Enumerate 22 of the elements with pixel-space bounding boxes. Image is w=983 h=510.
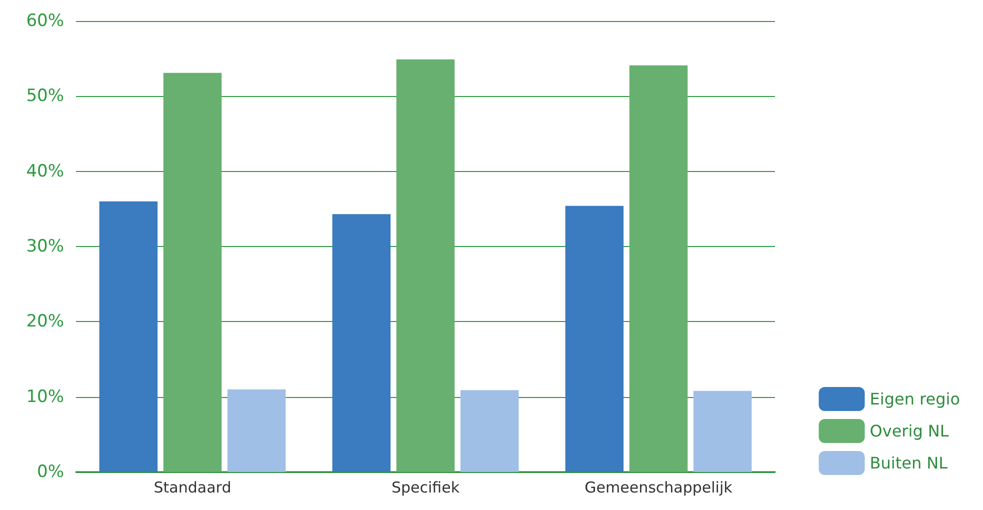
legend-label: Overig NL — [870, 422, 949, 440]
y-tick-label: 30% — [26, 236, 64, 256]
bar — [460, 390, 519, 472]
y-tick-label: 0% — [37, 462, 64, 482]
legend-label: Eigen regio — [870, 390, 960, 408]
y-tick-label: 50% — [26, 86, 64, 106]
x-tick-label: Gemeenschappelijk — [584, 478, 733, 496]
x-tick-label: Specifiek — [391, 478, 460, 496]
bar — [227, 389, 286, 472]
bar — [332, 214, 391, 472]
y-tick-label: 20% — [26, 312, 64, 332]
bar — [396, 59, 455, 472]
x-tick-label: Standaard — [154, 478, 232, 496]
y-tick-label: 10% — [26, 386, 64, 407]
bar — [163, 72, 222, 472]
y-tick-label: 60% — [26, 11, 64, 31]
bar — [99, 201, 158, 472]
bar — [629, 65, 688, 472]
y-tick-label: 40% — [26, 161, 64, 182]
bar — [565, 206, 624, 472]
legend-label: Buiten NL — [870, 454, 948, 472]
bar — [693, 390, 752, 472]
